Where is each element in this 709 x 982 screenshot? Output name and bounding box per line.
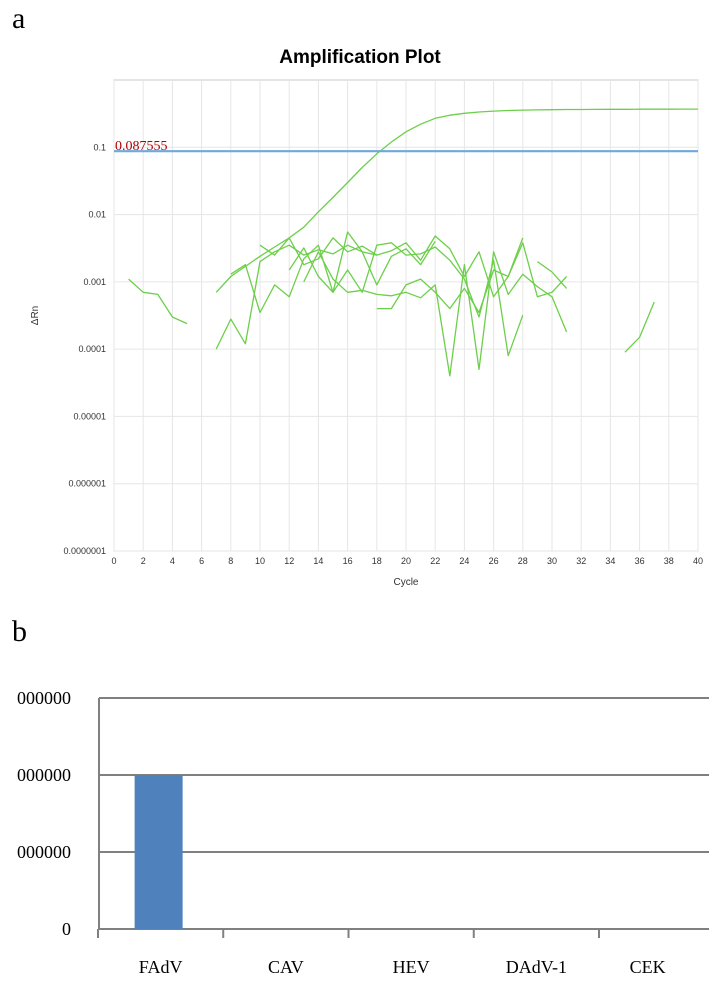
panel-a-label: a (12, 2, 26, 35)
amplification-curve-7 (303, 251, 568, 377)
x-tick-label: 30 (547, 556, 557, 566)
y-tick-label: 0.1 (93, 142, 106, 152)
amplification-curve-9 (537, 261, 568, 289)
x-tick-label: 0 (111, 556, 116, 566)
category-label: HEV (393, 957, 430, 977)
x-tick-label: 28 (518, 556, 528, 566)
amplification-curve-2 (215, 108, 698, 293)
x-tick-label: 32 (576, 556, 586, 566)
x-tick-label: 26 (489, 556, 499, 566)
chart-title: Amplification Plot (279, 47, 441, 68)
y-tick-label: 0.000001 (68, 479, 106, 489)
x-axis-label: Cycle (393, 577, 418, 588)
y-tick-label: 0.01 (88, 210, 106, 220)
x-tick-label: 2 (141, 556, 146, 566)
x-tick-label: 40 (693, 556, 703, 566)
x-tick-label: 12 (284, 556, 294, 566)
category-label: CEK (630, 957, 666, 977)
x-tick-label: 36 (635, 556, 645, 566)
y-tick-label: 000000 (17, 688, 71, 708)
y-tick-label: 0 (62, 919, 71, 939)
x-tick-label: 14 (313, 556, 323, 566)
y-tick-label: 000000 (17, 842, 71, 862)
x-tick-label: 22 (430, 556, 440, 566)
x-tick-label: 38 (664, 556, 674, 566)
y-tick-label: 000000 (17, 765, 71, 785)
y-tick-label: 0.001 (83, 277, 106, 287)
x-tick-label: 34 (605, 556, 615, 566)
x-tick-label: 20 (401, 556, 411, 566)
x-tick-label: 6 (199, 556, 204, 566)
category-label: DAdV-1 (506, 957, 567, 977)
y-tick-label: 0.0000001 (63, 546, 106, 556)
panel-b-label: b (12, 615, 27, 648)
x-tick-label: 16 (343, 556, 353, 566)
x-tick-label: 8 (228, 556, 233, 566)
x-tick-label: 4 (170, 556, 175, 566)
x-tick-label: 24 (459, 556, 469, 566)
y-tick-label: 0.00001 (73, 411, 106, 421)
bar-fadv (134, 775, 183, 929)
amplification-plot: 0 2 4 6 8 10 12 14 16 18 20 22 24 26 28 30 32 34 36 38 400.1… (30, 79, 703, 588)
y-axis-label: ΔRn (30, 306, 41, 325)
amplification-curve-10 (624, 301, 655, 353)
category-label: CAV (268, 957, 304, 977)
x-tick-label: 18 (372, 556, 382, 566)
threshold-label: 0.087555 (115, 139, 168, 154)
category-label: FAdV (139, 957, 183, 977)
amplification-curve-1 (128, 278, 188, 325)
amplification-curve-8 (376, 237, 524, 314)
x-tick-label: 10 (255, 556, 265, 566)
y-tick-label: 0.0001 (78, 344, 106, 354)
